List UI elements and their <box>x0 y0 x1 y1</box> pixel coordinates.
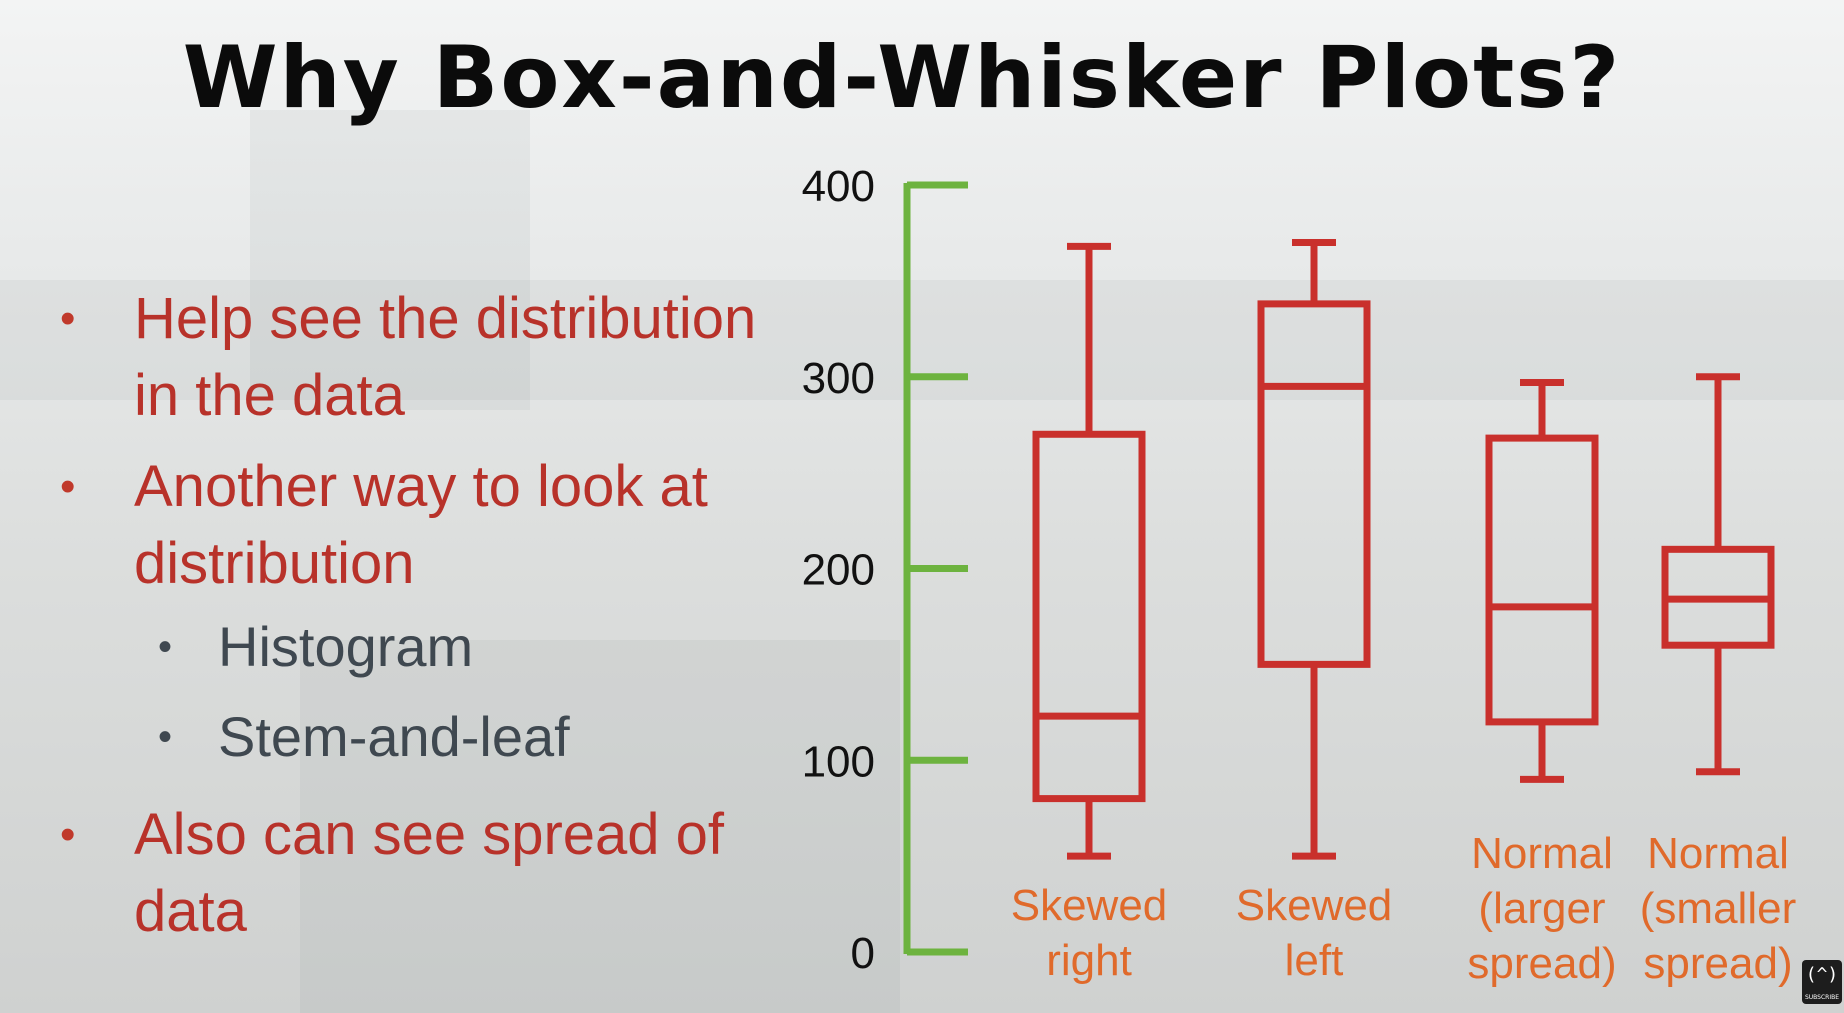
bullet-line: data <box>134 879 247 944</box>
bullet-dot: • <box>60 462 76 511</box>
category-label: Skewed <box>1011 881 1168 930</box>
y-tick-label: 300 <box>802 354 875 403</box>
sub-bullet-dot: • <box>158 715 173 759</box>
iqr-box <box>1485 434 1599 726</box>
sub-bullet-text: Stem-and-leaf <box>218 705 570 768</box>
background-building <box>250 110 530 410</box>
sub-bullet-item: • Histogram <box>60 602 820 692</box>
category-label: Normal <box>1647 829 1789 878</box>
category-label: right <box>1046 936 1132 985</box>
bullet-dot: • <box>60 294 76 343</box>
bullet-line: distribution <box>134 531 415 596</box>
bullet-line: Help see the distribution <box>134 286 757 351</box>
iqr-box <box>1257 300 1371 668</box>
bullet-item: • Another way to look at distribution <box>60 448 820 602</box>
subscribe-icon[interactable]: (^) SUBSCRIBE <box>1802 960 1842 1004</box>
category-label: Normal <box>1471 829 1613 878</box>
y-tick-label: 400 <box>802 162 875 211</box>
category-label: spread) <box>1643 939 1792 988</box>
sub-bullet-text: Histogram <box>218 615 474 678</box>
bullet-dot: • <box>60 810 76 859</box>
bullet-item: • Also can see spread of data <box>60 796 820 950</box>
bullet-list: • Help see the distribution in the data … <box>60 280 820 964</box>
iqr-box <box>1032 430 1146 803</box>
category-label: Skewed <box>1236 881 1393 930</box>
slide-title: Why Box-and-Whisker Plots? <box>182 28 1622 128</box>
y-tick-label: 0 <box>851 929 875 978</box>
bullet-line: in the data <box>134 363 405 428</box>
y-tick-label: 100 <box>802 737 875 786</box>
bullet-item: • Help see the distribution in the data <box>60 280 820 434</box>
subscribe-glyph: (^) <box>1805 964 1839 985</box>
sub-bullet-dot: • <box>158 625 173 669</box>
bullet-line: Another way to look at <box>134 454 708 519</box>
category-label: left <box>1285 936 1344 985</box>
category-label: (smaller <box>1640 884 1796 933</box>
bullet-line: Also can see spread of <box>134 802 725 867</box>
y-tick-label: 200 <box>802 546 875 595</box>
background-road <box>300 640 900 1013</box>
subscribe-label: SUBSCRIBE <box>1804 994 1840 1001</box>
sub-bullet-item: • Stem-and-leaf <box>60 692 820 782</box>
category-label: spread) <box>1467 939 1616 988</box>
category-label: (larger <box>1478 884 1605 933</box>
